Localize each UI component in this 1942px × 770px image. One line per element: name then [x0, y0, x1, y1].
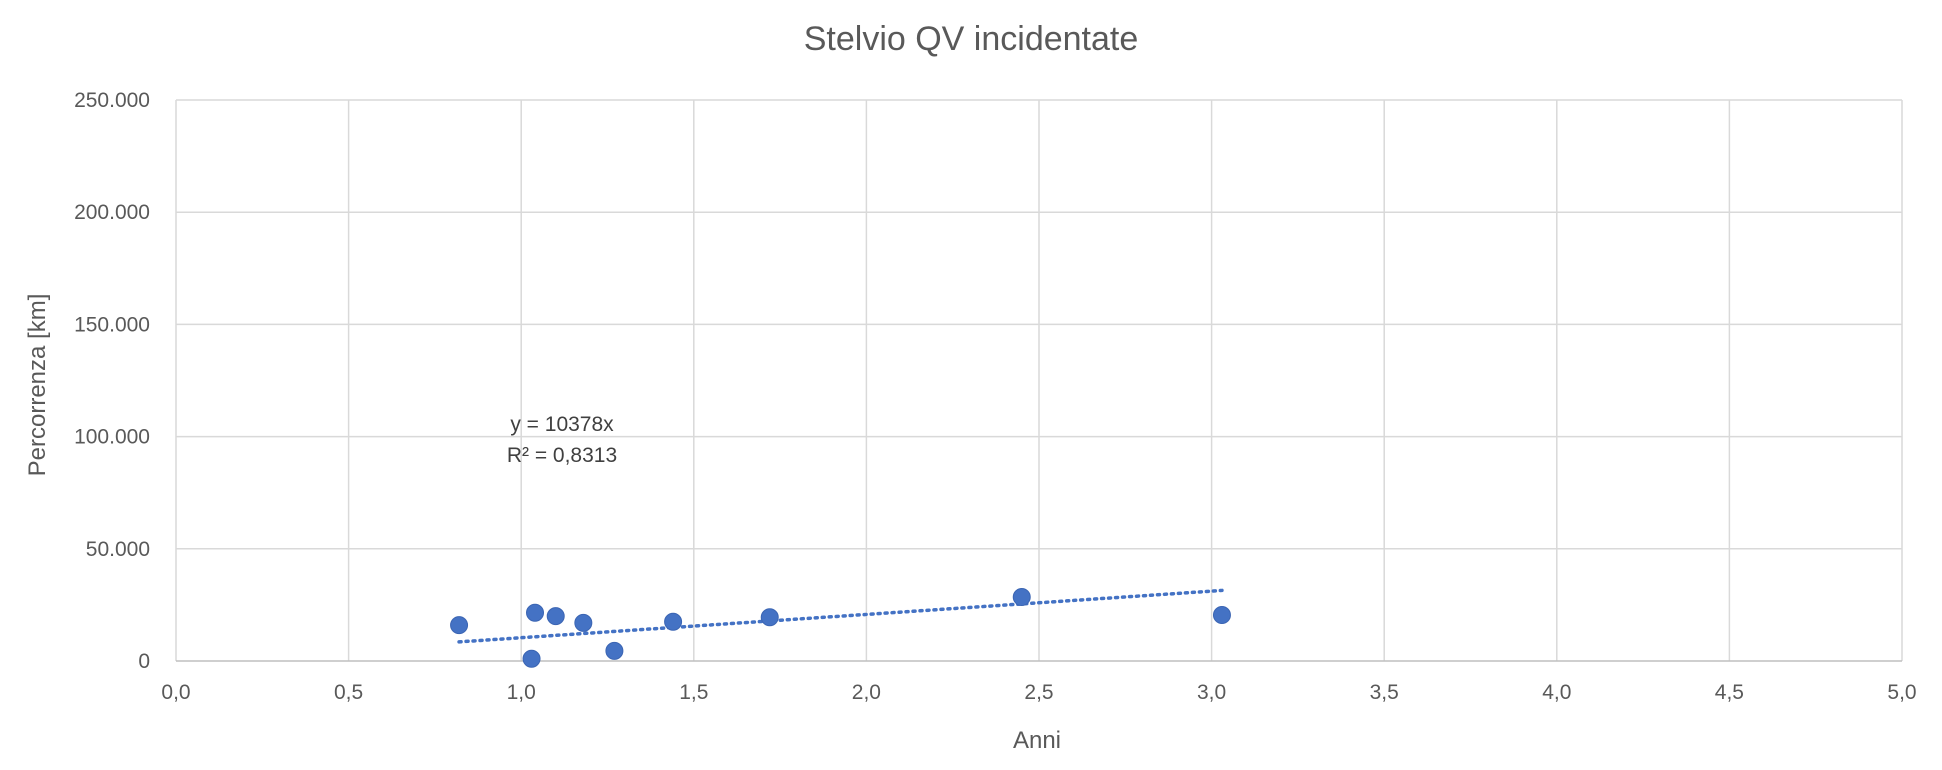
x-tick-label: 1,5 — [679, 681, 708, 704]
data-point — [760, 608, 779, 627]
x-tick-label: 0,5 — [334, 681, 363, 704]
y-tick-label: 50.000 — [86, 538, 150, 561]
x-tick-label: 4,0 — [1542, 681, 1571, 704]
tick-labels: 0 50.000 100.000 150.000 200.000 250.000 0,0 0,… — [74, 89, 1917, 704]
data-point — [522, 649, 541, 668]
y-tick-label: 150.000 — [74, 313, 150, 336]
trendline-line — [457, 588, 1224, 644]
data-point — [1212, 605, 1231, 624]
data-point — [1012, 588, 1031, 607]
x-tick-label: 3,0 — [1197, 681, 1226, 704]
grid-lines — [175, 99, 1903, 661]
y-tick-label: 0 — [138, 650, 150, 673]
data-point — [526, 603, 545, 622]
y-tick-label: 250.000 — [74, 89, 150, 112]
data-point — [605, 641, 624, 660]
data-point — [664, 612, 683, 631]
data-points — [450, 588, 1231, 668]
data-point — [450, 616, 469, 635]
trendline-equation: y = 10378x — [510, 413, 614, 436]
x-axis-title: Anni — [1013, 727, 1061, 754]
x-tick-label: 2,5 — [1024, 681, 1053, 704]
chart-title: Stelvio QV incidentate — [804, 20, 1139, 58]
x-tick-label: 2,0 — [852, 681, 881, 704]
x-tick-label: 0,0 — [161, 681, 190, 704]
x-tick-label: 4,5 — [1715, 681, 1744, 704]
trendline — [457, 588, 1224, 644]
y-tick-label: 100.000 — [74, 426, 150, 449]
y-tick-label: 200.000 — [74, 201, 150, 224]
x-tick-label: 5,0 — [1887, 681, 1916, 704]
trendline-r2: R² = 0,8313 — [507, 444, 617, 467]
data-point — [574, 613, 593, 632]
x-tick-label: 3,5 — [1370, 681, 1399, 704]
data-point — [546, 607, 565, 626]
y-axis-title: Percorrenza [km] — [24, 294, 51, 477]
x-tick-label: 1,0 — [507, 681, 536, 704]
